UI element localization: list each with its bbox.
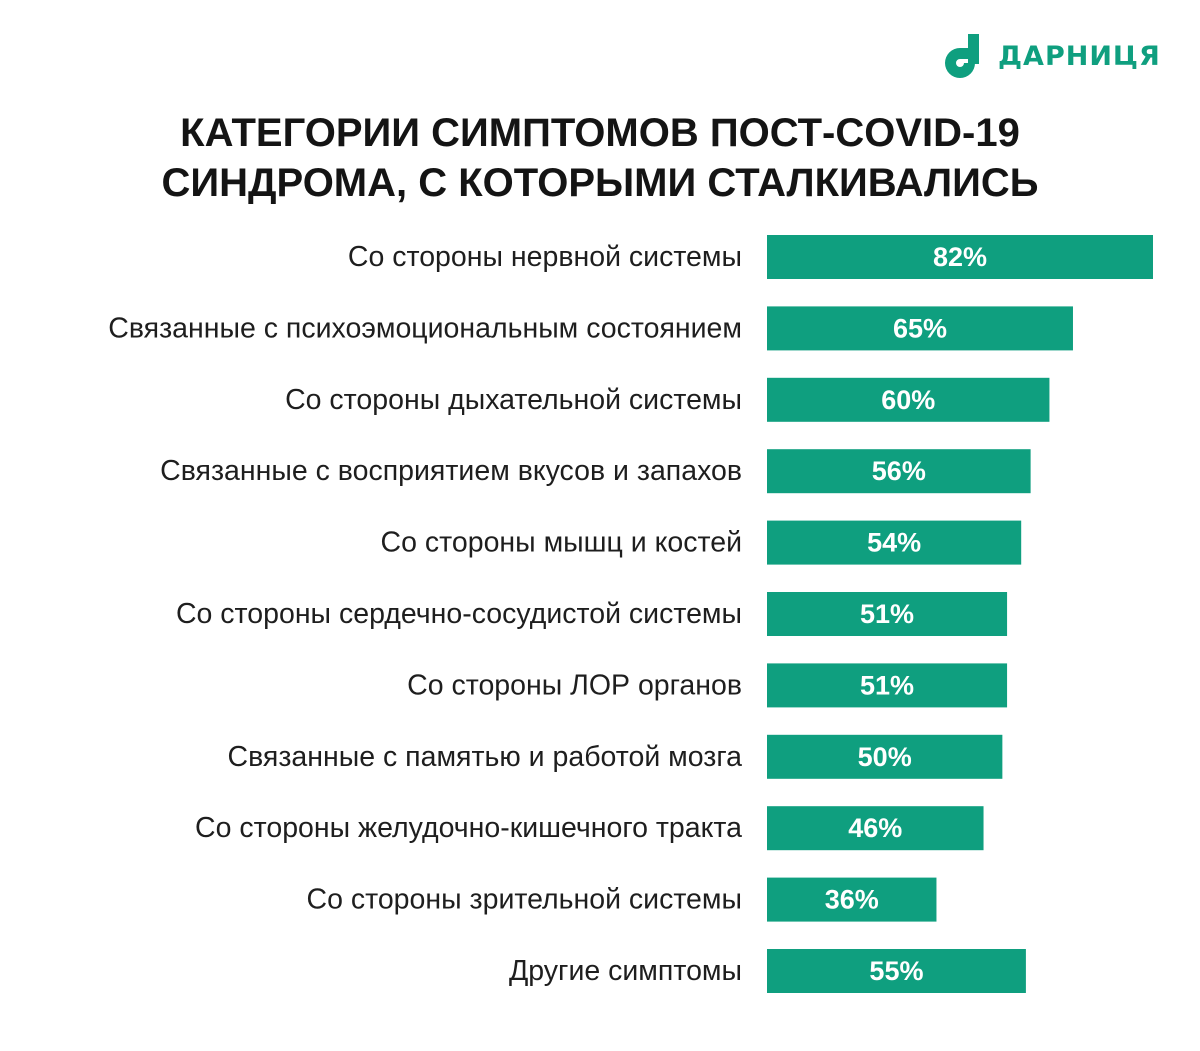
value-label: 55% xyxy=(869,956,923,986)
value-label: 51% xyxy=(860,599,914,629)
value-label: 56% xyxy=(872,456,926,486)
category-label: Со стороны нервной системы xyxy=(348,241,742,273)
bar xyxy=(767,306,1073,351)
brand-name: ДАРНИЦЯ xyxy=(998,40,1161,72)
category-label: Со стороны сердечно-сосудистой системы xyxy=(176,598,742,630)
bar xyxy=(767,520,1022,565)
chart-title: КАТЕГОРИИ СИМПТОМОВ ПОСТ-COVID-19 СИНДРО… xyxy=(0,108,1200,208)
value-label: 51% xyxy=(860,670,914,700)
category-label: Связанные с психоэмоциональным состояние… xyxy=(108,312,742,344)
brand-logo-icon xyxy=(945,34,979,78)
bar xyxy=(767,449,1031,494)
bar xyxy=(767,377,1050,422)
value-label: 60% xyxy=(881,385,935,415)
bar xyxy=(767,592,1008,636)
category-label: Со стороны желудочно-кишечного тракта xyxy=(195,812,742,844)
value-label: 65% xyxy=(893,313,947,343)
category-label: Другие симптомы xyxy=(509,955,742,987)
category-label: Со стороны зрительной системы xyxy=(307,884,743,916)
brand-logo: ДАРНИЦЯ xyxy=(938,34,1161,78)
bar xyxy=(767,949,1026,993)
category-label: Связанные с памятью и работой мозга xyxy=(228,741,743,773)
category-label: Связанные с восприятием вкусов и запахов xyxy=(160,455,742,487)
chart-title-line-1: КАТЕГОРИИ СИМПТОМОВ ПОСТ-COVID-19 xyxy=(180,111,1020,155)
value-label: 54% xyxy=(867,528,921,558)
bar xyxy=(767,806,984,851)
bar xyxy=(767,877,937,922)
bar xyxy=(767,734,1003,779)
value-label: 82% xyxy=(933,242,987,272)
value-label: 36% xyxy=(825,885,879,915)
value-label: 46% xyxy=(848,813,902,843)
value-label: 50% xyxy=(858,742,912,772)
bar xyxy=(767,663,1008,708)
category-label: Со стороны дыхательной системы xyxy=(285,384,742,416)
category-label: Со стороны ЛОР органов xyxy=(407,669,742,701)
chart-title-line-2: СИНДРОМА, С КОТОРЫМИ СТАЛКИВАЛИСЬ xyxy=(161,161,1039,205)
category-label: Со стороны мышц и костей xyxy=(381,527,742,559)
bar xyxy=(767,235,1153,279)
